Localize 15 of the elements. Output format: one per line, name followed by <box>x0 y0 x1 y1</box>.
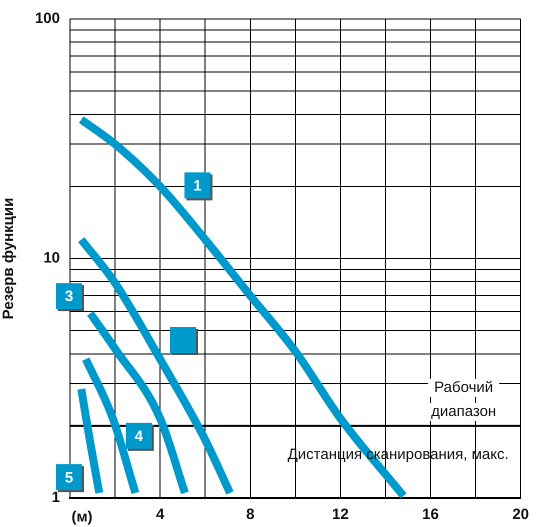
annotation: 4 <box>134 428 144 446</box>
x-axis-title: (м) <box>71 508 93 526</box>
annotation: 1 <box>193 178 202 195</box>
x-tick-label: 4 <box>156 506 165 524</box>
ref-line-label: Рабочий диапазон <box>431 379 496 420</box>
y-tick-label: 1 <box>52 489 60 506</box>
x-tick-label: 12 <box>332 506 349 524</box>
y-tick-label: 10 <box>43 250 60 267</box>
x-tick-label: 16 <box>422 506 439 524</box>
y-axis-title: Резерв функции <box>0 198 18 320</box>
y-tick-label: 100 <box>34 10 60 28</box>
x-tick-label: 20 <box>512 506 529 524</box>
annotation: 5 <box>64 469 74 486</box>
x-tick-label: 8 <box>246 506 254 524</box>
annotation: 3 <box>64 288 74 306</box>
